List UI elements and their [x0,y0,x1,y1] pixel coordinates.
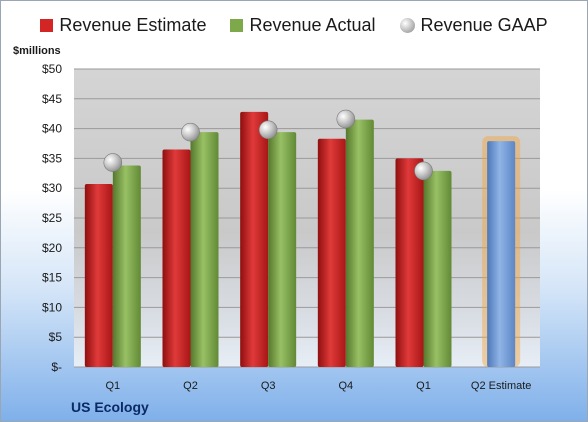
legend-item-gaap: Revenue GAAP [399,15,548,36]
y-tick-label: $30 [42,181,62,195]
y-tick-label: $50 [42,62,62,76]
marker-revenue-gaap [414,161,433,181]
x-tick-label: Q2 [183,380,198,392]
y-axis: $- $5 $10 $15 $20 $25 $30 $35 $40 $45 $50 [42,62,62,374]
y-tick-label: $20 [42,241,62,255]
gridlines [74,68,540,368]
x-tick-label: Q1 [416,380,431,392]
bar-revenue-forecast [487,141,516,367]
x-tick-label: Q4 [338,380,353,392]
marker-revenue-gaap [258,120,278,140]
x-axis: Q1 Q2 Q3 Q4 Q1 Q2 Estimate [105,380,531,392]
bar-revenue-actual [423,170,452,367]
bar-revenue-actual [112,165,141,367]
gaap-markers [103,109,433,181]
x-tick-label: Q2 Estimate [471,380,532,392]
bar-revenue-actual [268,132,297,367]
y-tick-label: $5 [49,330,63,344]
legend-swatch-gaap [399,18,415,33]
bar-revenue-actual [190,132,219,367]
x-tick-label: Q1 [105,380,120,392]
legend-label-gaap: Revenue GAAP [420,15,548,35]
legend-item-actual: Revenue Actual [230,15,376,36]
y-tick-label: $45 [42,92,62,106]
y-tick-label: $15 [42,271,62,285]
company-name: US Ecology [71,399,149,415]
y-tick-label: $- [51,360,62,374]
y-tick-label: $25 [42,211,62,225]
y-tick-label: $40 [42,122,62,136]
bars [84,111,521,367]
marker-revenue-gaap [336,109,356,129]
bar-revenue-estimate [240,111,269,367]
legend-swatch-estimate [40,19,54,32]
x-tick-label: Q3 [261,380,276,392]
bar-revenue-estimate [162,149,191,367]
bar-revenue-estimate [395,158,424,367]
legend-item-estimate: Revenue Estimate [40,15,206,36]
y-axis-unit-label: $millions [13,45,61,57]
legend-label-actual: Revenue Actual [249,15,376,35]
legend-swatch-actual [230,19,244,32]
marker-revenue-gaap [103,153,123,172]
bar-revenue-estimate [317,138,346,367]
bar-revenue-actual [345,119,374,367]
marker-revenue-gaap [181,122,200,142]
legend: Revenue Estimate Revenue Actual Revenue … [1,15,587,36]
y-tick-label: $10 [42,300,62,314]
bar-revenue-estimate [84,184,113,367]
y-tick-label: $35 [42,151,62,165]
legend-label-estimate: Revenue Estimate [59,15,207,35]
